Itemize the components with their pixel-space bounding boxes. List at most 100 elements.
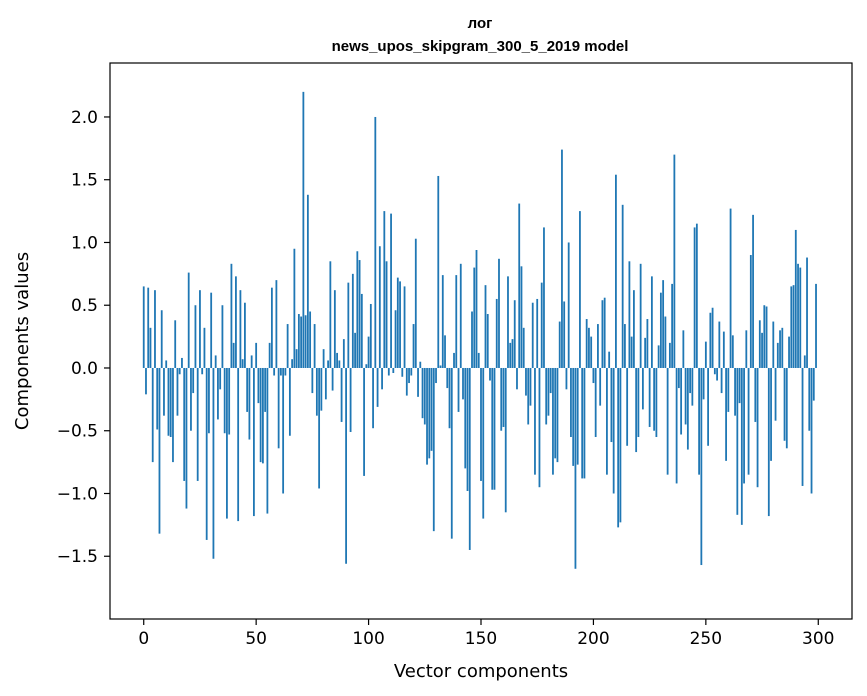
bar xyxy=(480,367,482,481)
bar xyxy=(322,349,325,368)
bar xyxy=(295,349,298,368)
bar xyxy=(507,276,509,368)
bar xyxy=(235,276,237,368)
bar xyxy=(707,367,709,446)
bar xyxy=(626,367,629,446)
bar xyxy=(387,367,390,376)
bar xyxy=(722,331,725,368)
bar xyxy=(617,367,620,528)
bar xyxy=(268,342,271,368)
chart-title-line-2: news_upos_skipgram_300_5_2019 model xyxy=(332,38,629,55)
bar xyxy=(457,367,460,412)
bar xyxy=(799,267,802,368)
bar xyxy=(244,302,246,368)
bar xyxy=(693,227,696,368)
bar xyxy=(511,339,514,368)
bar xyxy=(185,367,188,509)
bar xyxy=(545,367,548,425)
bar xyxy=(327,360,329,368)
bar xyxy=(246,367,249,412)
bar xyxy=(239,290,242,368)
bar xyxy=(293,248,296,368)
bar xyxy=(282,367,285,494)
bar xyxy=(812,367,815,401)
bar xyxy=(615,174,617,368)
bar xyxy=(372,367,374,429)
bar xyxy=(597,324,599,368)
bar xyxy=(432,367,435,532)
x-tick-label: 250 xyxy=(690,629,722,649)
bar xyxy=(641,367,644,410)
bar xyxy=(288,367,291,436)
bar xyxy=(801,367,804,486)
bar xyxy=(167,367,170,436)
bar xyxy=(367,336,370,368)
bar xyxy=(624,324,626,368)
bar xyxy=(740,367,743,525)
bar xyxy=(311,367,314,394)
bar xyxy=(567,242,570,368)
bar xyxy=(810,367,813,494)
bar xyxy=(302,91,305,368)
bar xyxy=(534,367,536,475)
bar xyxy=(342,339,345,368)
bar xyxy=(556,367,559,463)
bar xyxy=(426,367,428,465)
bar xyxy=(183,367,186,481)
bar xyxy=(734,367,736,416)
bar xyxy=(473,267,476,368)
bar xyxy=(785,367,788,449)
bar xyxy=(340,367,343,422)
bar xyxy=(428,367,431,459)
bar xyxy=(376,367,379,407)
bar xyxy=(253,367,255,517)
bar xyxy=(329,261,332,368)
bar xyxy=(313,324,316,368)
bar xyxy=(729,208,732,368)
bar xyxy=(217,367,219,420)
bar xyxy=(767,367,770,517)
bar xyxy=(482,367,485,519)
bar xyxy=(664,316,667,368)
bar xyxy=(174,320,177,368)
bar xyxy=(711,307,714,368)
bar xyxy=(208,367,210,434)
bar xyxy=(594,367,597,438)
bar xyxy=(230,263,233,368)
bar xyxy=(441,275,444,368)
bar xyxy=(284,367,287,376)
bar xyxy=(255,342,258,368)
bar xyxy=(194,305,197,368)
bar xyxy=(743,367,745,484)
bar xyxy=(689,367,692,394)
bar xyxy=(606,367,608,475)
bar xyxy=(444,335,446,368)
bar xyxy=(450,367,453,539)
bar xyxy=(273,367,276,376)
x-tick-label: 300 xyxy=(802,629,834,649)
bar xyxy=(405,367,408,396)
bar xyxy=(691,367,694,406)
bar xyxy=(500,367,503,431)
bar xyxy=(338,360,341,368)
bar xyxy=(160,310,163,368)
y-tick-label: −0.5 xyxy=(57,422,98,442)
bar xyxy=(621,204,624,368)
bar xyxy=(378,246,381,368)
bar-series xyxy=(142,91,817,569)
bar xyxy=(513,300,516,368)
bar xyxy=(214,355,217,368)
bar xyxy=(201,367,204,375)
y-tick-label: −1.0 xyxy=(57,484,98,504)
bar xyxy=(459,263,462,368)
bar xyxy=(410,367,413,376)
bar xyxy=(142,286,145,368)
bar xyxy=(484,285,487,368)
bar xyxy=(453,352,455,368)
bar xyxy=(727,367,730,412)
bar xyxy=(430,367,433,451)
bar xyxy=(181,357,183,368)
y-tick-label: 0.5 xyxy=(71,296,98,316)
bar xyxy=(815,283,817,368)
bar xyxy=(718,321,721,368)
